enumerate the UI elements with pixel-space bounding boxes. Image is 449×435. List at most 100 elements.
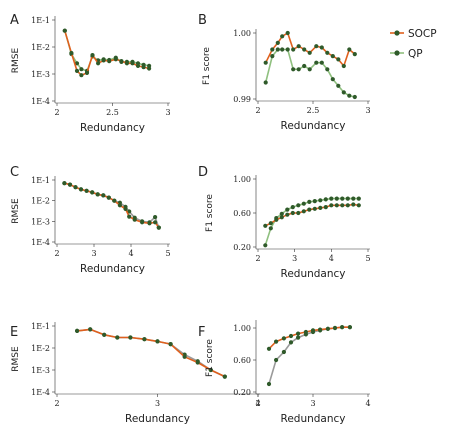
data-point-socp-d (345, 203, 350, 208)
data-point-socp-f (310, 328, 316, 333)
data-point-qp-c (127, 209, 132, 214)
data-point-socp-f (325, 326, 330, 331)
data-point-socp-f (266, 346, 272, 351)
y-tick-label-f: 0.60 (233, 356, 251, 365)
y-axis-label-b: F1 score (202, 47, 212, 85)
panel-e: E 1E-1 1E-2 1E-3 1E-4 2 3 4 Redundancy RMSE (10, 322, 261, 425)
data-point-socp-f (332, 325, 338, 331)
data-point-socp-b (270, 47, 275, 52)
data-point-qp-d (323, 197, 328, 202)
data-point-qp-b (314, 60, 319, 65)
data-point-socp-b (280, 34, 285, 39)
y-tick-label-b: 0.99 (233, 95, 251, 104)
x-tick-label-f: 3 (310, 399, 315, 408)
data-point-qp-c (153, 215, 158, 220)
data-point-socp-d (312, 206, 317, 211)
y-tick-label-f: 1.00 (233, 324, 251, 333)
data-point-socp-e (128, 335, 133, 340)
data-point-socp-b (325, 50, 330, 55)
x-axis-label-b: Redundancy (281, 120, 346, 132)
data-point-socp-d (279, 215, 284, 220)
data-point-socp-b (352, 52, 357, 57)
data-point-qp-d (312, 199, 317, 204)
x-tick-label-a: 2.5 (106, 108, 119, 117)
legend: SOCP QP (390, 28, 437, 60)
data-point-qp-b (336, 83, 341, 88)
data-point-socp-b (302, 47, 307, 52)
x-tick-label-e: 4 (255, 399, 260, 408)
data-point-qp-d (285, 207, 290, 212)
x-tick-label-e: 2 (54, 399, 59, 408)
data-point-qp-d (318, 198, 323, 203)
data-point-socp-b (307, 50, 312, 55)
data-point-socp-d (296, 210, 301, 216)
data-point-socp-a (96, 61, 101, 66)
y-tick-label-e: 1E-2 (31, 344, 50, 353)
data-point-socp-c (140, 220, 145, 225)
data-point-socp-a (124, 61, 129, 66)
data-point-socp-a (69, 50, 74, 56)
data-point-socp-e (88, 327, 93, 332)
y-tick-label-a: 1E-1 (31, 16, 50, 25)
data-point-socp-c (90, 190, 95, 195)
legend-label-qp: QP (408, 48, 423, 60)
data-point-socp-d (340, 203, 345, 208)
x-tick-label-b: 3 (365, 106, 370, 115)
data-point-socp-b (314, 44, 319, 49)
data-point-socp-e (75, 328, 80, 333)
data-point-socp-c (78, 187, 84, 192)
data-point-socp-f (347, 325, 352, 330)
data-point-socp-f (303, 329, 308, 335)
y-tick-label-a: 1E-3 (31, 70, 50, 79)
data-point-socp-a (90, 53, 95, 58)
y-axis-label-d: F1 score (205, 194, 215, 232)
data-point-socp-d (356, 203, 361, 208)
data-point-qp-b (341, 90, 346, 95)
data-point-socp-a (130, 61, 135, 66)
data-point-socp-a (113, 57, 118, 62)
data-point-socp-d (301, 209, 306, 214)
data-point-socp-a (101, 58, 106, 63)
series-line-socp-a (64, 30, 150, 76)
y-tick-label-e: 1E-3 (31, 366, 50, 375)
data-point-socp-f (288, 333, 294, 339)
data-point-socp-b (336, 57, 341, 62)
data-point-socp-d (268, 221, 273, 226)
data-point-socp-d (290, 210, 295, 216)
data-point-socp-f (340, 325, 345, 330)
data-point-socp-e (182, 354, 187, 359)
panel-label-e: E (10, 325, 18, 340)
data-point-socp-a (84, 70, 90, 75)
data-point-socp-c (127, 214, 132, 219)
data-point-qp-d (307, 199, 312, 204)
data-point-qp-d (351, 196, 356, 201)
data-point-socp-f (296, 331, 301, 336)
data-point-qp-b (296, 67, 301, 72)
data-point-socp-c (112, 198, 117, 203)
x-tick-label-f: 2 (255, 399, 260, 408)
data-point-socp-b (285, 30, 290, 36)
x-tick-label-c: 3 (91, 249, 96, 258)
x-tick-label-d: 5 (365, 254, 370, 263)
data-point-socp-a (74, 68, 80, 73)
data-point-socp-d (274, 217, 279, 222)
data-point-socp-b (263, 60, 268, 65)
data-point-qp-b (319, 60, 324, 65)
data-point-socp-b (319, 45, 324, 50)
data-point-socp-c (84, 188, 89, 193)
legend-label-socp: SOCP (408, 28, 437, 40)
y-tick-label-a: 1E-2 (31, 43, 50, 52)
panels-group: A 1E-1 1E-2 1E-3 1E-4 2 2.5 3 Redundancy RMSE B 1.0… (10, 13, 371, 425)
y-tick-label-c: 1E-2 (31, 197, 50, 206)
data-point-socp-b (330, 54, 335, 59)
data-point-socp-d (351, 202, 356, 207)
data-point-socp-e (195, 360, 200, 365)
panel-label-c: C (10, 165, 19, 180)
panel-label-d: D (198, 165, 208, 180)
panel-f: F 1.00 0.60 0.20 2 3 4 Redundancy F1 score (198, 320, 371, 425)
data-point-socp-b (291, 47, 296, 52)
data-point-qp-b (291, 67, 296, 72)
data-point-socp-f (281, 336, 286, 341)
y-axis-label-f: F1 score (205, 339, 215, 377)
